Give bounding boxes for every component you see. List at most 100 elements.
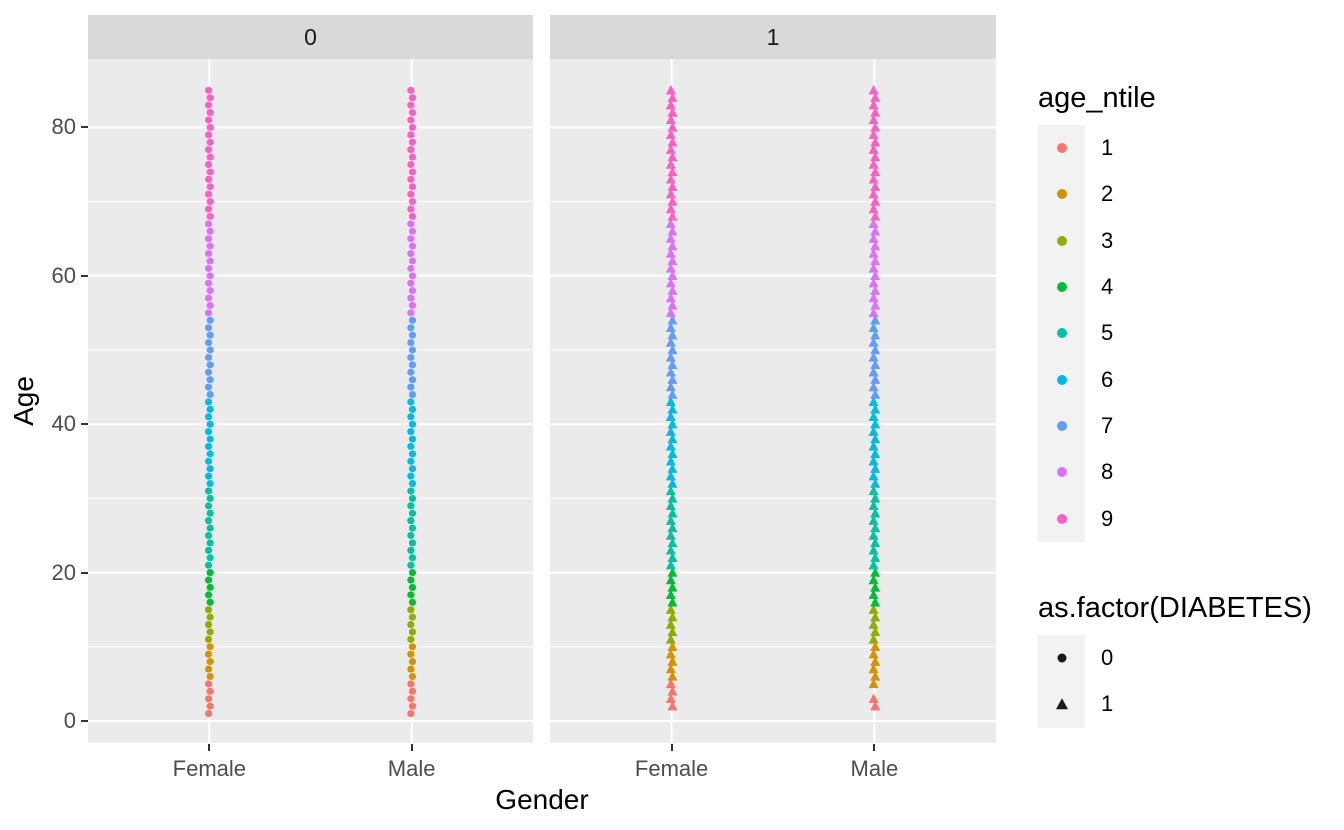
data-point bbox=[667, 344, 678, 355]
data-point bbox=[870, 656, 881, 666]
data-point bbox=[407, 517, 415, 525]
data-point bbox=[868, 84, 879, 95]
data-point bbox=[407, 472, 415, 480]
data-point bbox=[206, 272, 214, 280]
data-point bbox=[665, 663, 676, 674]
data-point bbox=[667, 685, 678, 696]
data-point bbox=[206, 450, 214, 458]
data-point bbox=[868, 277, 879, 288]
data-point bbox=[665, 589, 676, 600]
data-point bbox=[665, 159, 676, 169]
data-point bbox=[870, 122, 881, 132]
circle-marker-icon bbox=[1057, 653, 1066, 663]
data-point bbox=[206, 420, 214, 428]
legend-label: 5 bbox=[1101, 320, 1114, 346]
data-point bbox=[204, 368, 213, 376]
data-point bbox=[870, 403, 881, 414]
data-point bbox=[868, 173, 879, 184]
data-point bbox=[667, 478, 678, 488]
y-tick-mark bbox=[81, 720, 88, 722]
data-point bbox=[667, 211, 678, 221]
data-point bbox=[667, 270, 678, 280]
data-point bbox=[204, 531, 213, 540]
data-point bbox=[868, 233, 879, 243]
data-point bbox=[667, 329, 678, 340]
data-point bbox=[204, 235, 213, 243]
legend-label: 1 bbox=[1101, 691, 1114, 717]
data-point bbox=[665, 233, 676, 243]
data-point bbox=[407, 220, 415, 228]
legend-entry: 3 bbox=[1038, 217, 1156, 264]
data-point bbox=[407, 620, 415, 629]
y-tick-mark bbox=[81, 571, 88, 574]
data-point bbox=[408, 346, 417, 354]
data-point bbox=[667, 671, 678, 681]
data-point bbox=[206, 376, 214, 384]
data-point bbox=[408, 168, 417, 176]
x-tick-label: Male bbox=[387, 756, 436, 781]
data-point bbox=[408, 198, 417, 206]
legend-color-dot-icon bbox=[1056, 235, 1067, 246]
legend-entry: 7 bbox=[1038, 402, 1156, 450]
data-point bbox=[407, 665, 415, 673]
data-point bbox=[870, 478, 881, 488]
data-point bbox=[204, 487, 213, 495]
data-point bbox=[206, 509, 214, 517]
data-point bbox=[206, 316, 214, 324]
data-point bbox=[667, 522, 678, 533]
data-point bbox=[667, 359, 678, 370]
data-point bbox=[667, 225, 678, 236]
data-point bbox=[868, 455, 879, 466]
panel-canvas bbox=[88, 59, 533, 743]
data-point bbox=[204, 205, 213, 213]
facet-strip-label: 1 bbox=[766, 23, 780, 50]
data-point bbox=[868, 322, 879, 332]
data-point bbox=[868, 337, 879, 347]
data-point bbox=[868, 589, 879, 600]
data-point bbox=[408, 123, 417, 131]
data-point bbox=[667, 493, 678, 503]
legend-age-ntile-title: age_ntile bbox=[1038, 82, 1156, 114]
data-point bbox=[204, 353, 213, 362]
data-point bbox=[667, 626, 678, 637]
data-point bbox=[408, 539, 417, 547]
data-point bbox=[408, 598, 417, 606]
data-point bbox=[870, 493, 881, 503]
data-point bbox=[408, 376, 417, 384]
data-point bbox=[665, 500, 676, 511]
data-point bbox=[665, 515, 676, 525]
data-point bbox=[407, 131, 415, 139]
data-point bbox=[206, 361, 214, 369]
data-point bbox=[665, 218, 676, 229]
data-point bbox=[665, 411, 676, 421]
legend-entry: 0 bbox=[1038, 635, 1312, 682]
x-tick-mark bbox=[670, 744, 673, 751]
data-point bbox=[667, 463, 678, 473]
data-point bbox=[407, 116, 415, 124]
data-point bbox=[870, 166, 881, 177]
data-point bbox=[665, 485, 676, 496]
data-point bbox=[408, 509, 417, 517]
data-point bbox=[868, 366, 879, 377]
data-point bbox=[667, 403, 678, 414]
data-point bbox=[868, 381, 879, 392]
data-point bbox=[206, 672, 214, 681]
data-point bbox=[206, 658, 214, 666]
y-tick-label: 40 bbox=[51, 411, 76, 437]
data-point bbox=[408, 94, 417, 102]
data-point bbox=[407, 146, 415, 154]
data-point bbox=[868, 574, 879, 585]
data-point bbox=[407, 546, 415, 554]
data-point bbox=[870, 552, 881, 562]
data-point bbox=[206, 168, 214, 176]
data-point bbox=[868, 188, 879, 199]
data-point bbox=[870, 626, 881, 637]
legend-label: 4 bbox=[1101, 274, 1114, 300]
data-point bbox=[868, 99, 879, 110]
data-point bbox=[667, 507, 678, 518]
data-point bbox=[204, 546, 213, 554]
data-point bbox=[665, 633, 676, 644]
data-point bbox=[408, 301, 417, 310]
data-point bbox=[408, 287, 417, 295]
